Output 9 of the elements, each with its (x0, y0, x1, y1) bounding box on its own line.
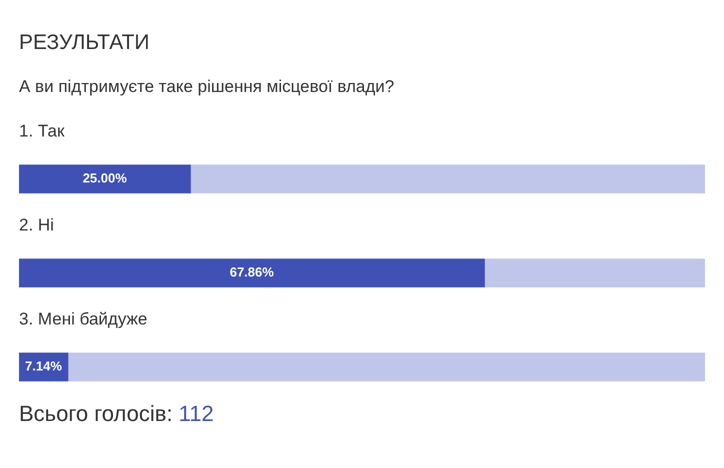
data-label: 25.00% (82, 170, 128, 186)
y-tick-label: 3. Мені байдуже (19, 310, 148, 329)
chart-title: РЕЗУЛЬТАТИ (19, 31, 150, 55)
y-tick-label: 1. Так (19, 122, 65, 141)
data-label: 7.14% (25, 358, 62, 374)
data-label: 67.86% (230, 264, 274, 280)
y-tick-label: 2. Ні (19, 216, 54, 235)
annotation: Всього голосів: 112 (19, 401, 214, 427)
chart-subtitle: А ви підтримуєте таке рішення місцевої влади? (19, 77, 394, 97)
